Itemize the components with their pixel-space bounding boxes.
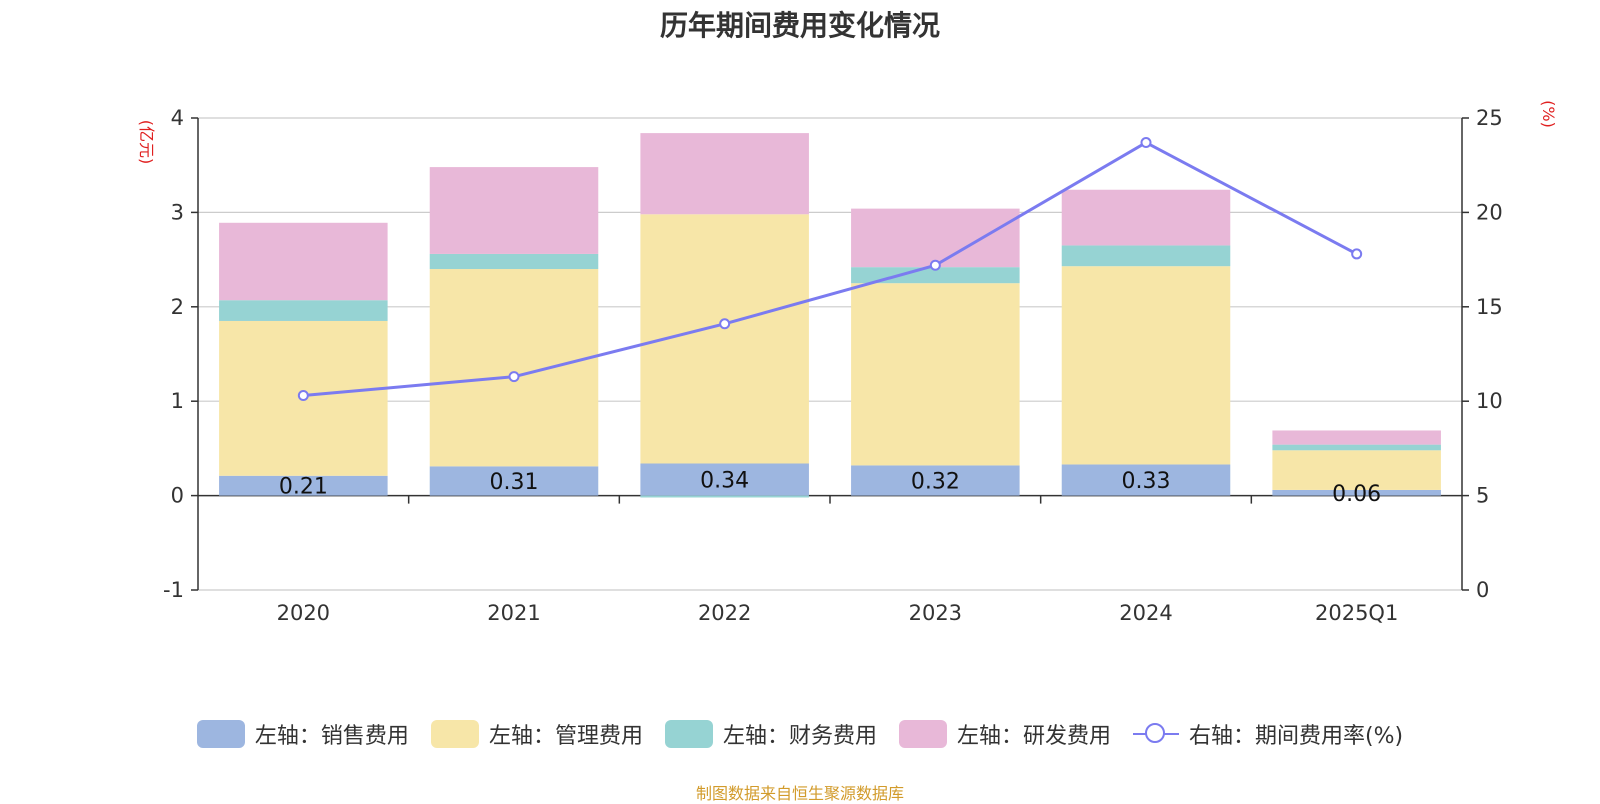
bar-rnd-2021 bbox=[429, 167, 599, 254]
bar-sales-2022 bbox=[640, 463, 809, 496]
bar-admin-2023 bbox=[851, 283, 1020, 466]
x-tick-label-2023: 2023 bbox=[909, 601, 962, 625]
right-tick-label-1: 5 bbox=[1476, 484, 1489, 508]
bar-finance-2021 bbox=[429, 253, 599, 270]
expense-rate-line bbox=[303, 141, 1358, 398]
legend-label-sales: 左轴：销售费用 bbox=[254, 724, 409, 749]
expense-rate-point-2023 bbox=[929, 259, 941, 271]
expense-rate-point-2024 bbox=[1140, 137, 1152, 149]
bar-finance-2024 bbox=[1061, 245, 1231, 267]
source-note: 制图数据来自恒生聚源数据库 bbox=[695, 784, 904, 803]
bar-value-label-2022: 0.34 bbox=[700, 469, 749, 494]
bar-admin-2024 bbox=[1061, 266, 1231, 465]
left-tick-label-5: 4 bbox=[171, 106, 184, 130]
bar-rnd-2020 bbox=[219, 222, 388, 301]
bar-rnd-2023 bbox=[851, 208, 1020, 268]
left-tick-label-3: 2 bbox=[171, 295, 184, 319]
bar-sales-2023 bbox=[851, 465, 1020, 496]
right-tick-label-3: 15 bbox=[1476, 295, 1503, 319]
bar-admin-2021 bbox=[429, 269, 599, 467]
left-tick-label-2: 1 bbox=[171, 389, 184, 413]
expense-rate-point-2021 bbox=[508, 371, 520, 383]
legend-swatch-finance bbox=[664, 720, 713, 748]
bar-finance-2025Q1 bbox=[1272, 444, 1441, 451]
bar-rnd-2022 bbox=[640, 133, 809, 215]
bar-admin-2025Q1 bbox=[1272, 450, 1441, 490]
right-tick-label-4: 20 bbox=[1476, 200, 1503, 224]
legend-label-rnd: 左轴：研发费用 bbox=[956, 724, 1111, 749]
expense-rate-point-2022 bbox=[719, 318, 731, 330]
legend: 左轴：销售费用 左轴：管理费用 左轴：财务费用 左轴：研发费用 右轴：期间费用率… bbox=[0, 718, 1600, 750]
bar-sales-2025Q1 bbox=[1272, 489, 1441, 496]
legend-swatch-sales bbox=[196, 720, 245, 748]
left-axis-unit: (亿元) bbox=[137, 120, 156, 165]
expense-rate-point-2020 bbox=[297, 390, 309, 402]
left-tick-label-0: -1 bbox=[163, 578, 184, 602]
legend-label-finance: 左轴：财务费用 bbox=[722, 724, 877, 749]
legend-item-rnd[interactable]: 左轴：研发费用 bbox=[898, 718, 1111, 750]
right-tick-label-2: 10 bbox=[1476, 389, 1503, 413]
bar-finance-2020 bbox=[219, 300, 388, 321]
x-tick-label-2020: 2020 bbox=[277, 601, 330, 625]
legend-item-finance[interactable]: 左轴：财务费用 bbox=[664, 718, 877, 750]
bar-value-label-2021: 0.31 bbox=[490, 470, 539, 495]
legend-label-admin: 左轴：管理费用 bbox=[488, 724, 643, 749]
bar-value-label-2024: 0.33 bbox=[1122, 469, 1171, 494]
bar-value-label-2023: 0.32 bbox=[911, 469, 960, 494]
x-tick-label-2021: 2021 bbox=[487, 601, 540, 625]
bar-sales-2020 bbox=[219, 475, 388, 496]
left-tick-label-1: 0 bbox=[171, 484, 184, 508]
x-tick-label-2025Q1: 2025Q1 bbox=[1315, 601, 1398, 625]
legend-line-marker-icon bbox=[1132, 720, 1179, 748]
legend-label-expense-rate: 右轴：期间费用率(%) bbox=[1188, 724, 1404, 749]
bar-rnd-2025Q1 bbox=[1272, 430, 1441, 445]
right-axis-unit: (%) bbox=[1539, 100, 1558, 128]
x-tick-label-2024: 2024 bbox=[1119, 601, 1172, 625]
left-tick-label-4: 3 bbox=[171, 200, 184, 224]
legend-swatch-admin bbox=[430, 720, 479, 748]
right-tick-label-5: 25 bbox=[1476, 106, 1503, 130]
bar-value-label-2020: 0.21 bbox=[279, 475, 328, 500]
chart-title: 历年期间费用变化情况 bbox=[659, 9, 940, 42]
bar-finance-2022 bbox=[640, 495, 809, 498]
legend-item-admin[interactable]: 左轴：管理费用 bbox=[430, 718, 643, 750]
bar-finance-2023 bbox=[851, 267, 1020, 284]
right-tick-label-0: 0 bbox=[1476, 578, 1489, 602]
legend-item-sales[interactable]: 左轴：销售费用 bbox=[196, 718, 409, 750]
bar-rnd-2024 bbox=[1061, 189, 1231, 246]
expense-rate-point-2025Q1 bbox=[1351, 248, 1363, 260]
x-tick-label-2022: 2022 bbox=[698, 601, 751, 625]
bar-sales-2024 bbox=[1061, 464, 1231, 496]
legend-swatch-rnd bbox=[898, 720, 947, 748]
bar-sales-2021 bbox=[429, 466, 599, 496]
legend-item-expense-rate[interactable]: 右轴：期间费用率(%) bbox=[1132, 718, 1404, 750]
bar-value-label-2025Q1: 0.06 bbox=[1332, 482, 1381, 507]
